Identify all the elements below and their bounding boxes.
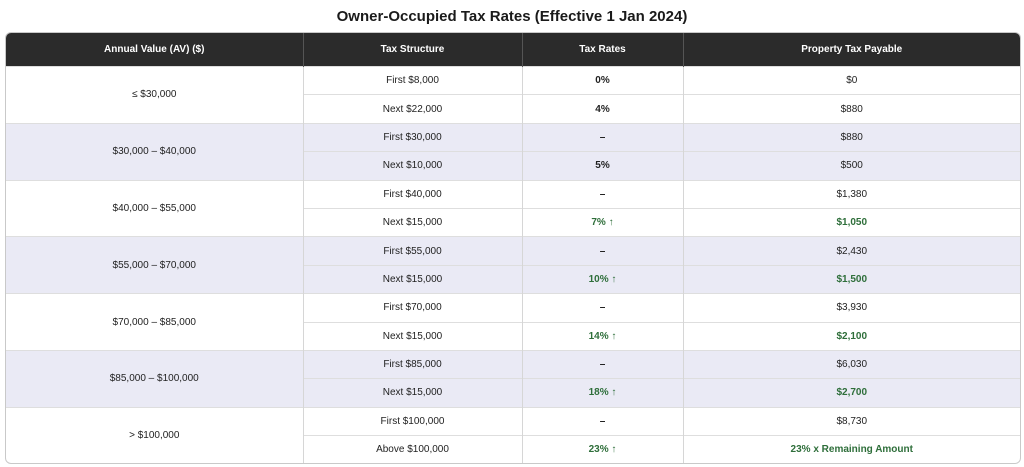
header-tax-rates: Tax Rates (521, 33, 683, 67)
table-row: Above $100,000 23% ↑ 23% x Remaining Amoun… (6, 435, 1020, 464)
tax-structure-cell: First $40,000 (302, 179, 522, 209)
tax-rate-cell: 14% ↑ (521, 321, 683, 351)
tax-structure-cell: First $55,000 (302, 236, 522, 266)
tax-structure-cell: First $8,000 (302, 65, 522, 95)
tax-rate-cell: 7% ↑ (521, 207, 683, 237)
annual-value-cell: $70,000 – $85,000 (6, 293, 303, 351)
table-row: Next $15,000 10% ↑ $1,500 (6, 264, 1020, 294)
tax-structure-cell: Above $100,000 (302, 435, 522, 464)
annual-value-cell: $55,000 – $70,000 (6, 236, 303, 294)
table-row: $70,000 – $85,000 First $70,000– $3,930 (6, 293, 1020, 351)
tax-rate-cell: 10% ↑ (521, 264, 683, 294)
tax-structure-cell: Next $15,000 (302, 264, 522, 294)
property-tax-payable-cell: $0 (682, 65, 1020, 95)
annual-value-cell: $40,000 – $55,000 (6, 179, 303, 237)
property-tax-payable-cell: $2,100 (682, 321, 1020, 351)
tax-rates-table-container: Annual Value (AV) ($) Tax Structure Tax … (5, 32, 1021, 465)
annual-value-cell: ≤ $30,000 (6, 66, 303, 124)
property-tax-payable-cell: $2,430 (682, 236, 1020, 266)
table-row: $55,000 – $70,000 First $55,000– $2,430 (6, 236, 1020, 294)
header-annual-value: Annual Value (AV) ($) (6, 33, 303, 67)
tax-rate-cell: 23% ↑ (521, 435, 683, 464)
table-row: Next $15,000 7% ↑ $1,050 (6, 207, 1020, 237)
tax-rate-cell: – (521, 406, 683, 436)
table-row: Next $15,000 14% ↑ $2,100 (6, 321, 1020, 351)
tax-rate-cell: – (521, 179, 683, 209)
tax-structure-cell: Next $15,000 (302, 321, 522, 351)
tax-structure-cell: Next $10,000 (302, 151, 522, 181)
tax-structure-cell: First $100,000 (302, 406, 522, 436)
tax-rates-table: Annual Value (AV) ($) Tax Structure Tax … (6, 33, 1020, 464)
property-tax-payable-cell: $1,500 (682, 264, 1020, 294)
header-property-tax-payable: Property Tax Payable (682, 33, 1020, 67)
property-tax-payable-cell: $880 (682, 94, 1020, 124)
table-row: Next $22,000 4% $880 (6, 94, 1020, 124)
table-row: > $100,000 First $100,000– $8,730 (6, 406, 1020, 464)
table-row: ≤ $30,000 First $8,000 0% $0 (6, 65, 1020, 124)
property-tax-payable-cell: $500 (682, 151, 1020, 181)
tax-rate-cell: – (521, 122, 683, 152)
tax-structure-cell: Next $15,000 (302, 207, 522, 237)
table-row: Next $15,000 18% ↑ $2,700 (6, 378, 1020, 408)
property-tax-payable-cell: $1,050 (682, 207, 1020, 237)
tax-structure-cell: First $85,000 (302, 349, 522, 379)
tax-structure-cell: First $30,000 (302, 122, 522, 152)
page-title: Owner-Occupied Tax Rates (Effective 1 Ja… (336, 8, 688, 25)
property-tax-payable-cell: $3,930 (682, 293, 1020, 323)
table-header-row: Annual Value (AV) ($) Tax Structure Tax … (6, 33, 1020, 67)
property-tax-payable-cell: $1,380 (682, 179, 1020, 209)
property-tax-payable-cell: 23% x Remaining Amount (682, 435, 1020, 464)
tax-structure-cell: Next $15,000 (302, 378, 522, 408)
tax-rate-cell: – (521, 293, 683, 323)
table-row: $40,000 – $55,000 First $40,000– $1,380 (6, 179, 1020, 237)
tax-rate-cell: 5% (521, 151, 683, 181)
tax-structure-cell: Next $22,000 (302, 94, 522, 124)
tax-structure-cell: First $70,000 (302, 293, 522, 323)
tax-rate-cell: – (521, 236, 683, 266)
table-row: $30,000 – $40,000 First $30,000– $880 (6, 122, 1020, 181)
tax-rate-cell: 4% (521, 94, 683, 124)
tax-rate-cell: – (521, 349, 683, 379)
property-tax-payable-cell: $6,030 (682, 349, 1020, 379)
annual-value-cell: $30,000 – $40,000 (6, 122, 303, 181)
tax-rate-cell: 0% (521, 65, 683, 95)
table-row: Next $10,000 5% $500 (6, 151, 1020, 181)
annual-value-cell: > $100,000 (6, 406, 303, 464)
property-tax-payable-cell: $880 (682, 122, 1020, 152)
annual-value-cell: $85,000 – $100,000 (6, 349, 303, 408)
property-tax-payable-cell: $2,700 (682, 378, 1020, 408)
header-tax-structure: Tax Structure (302, 33, 522, 67)
tax-rate-cell: 18% ↑ (521, 378, 683, 408)
table-row: $85,000 – $100,000 First $85,000– $6,030 (6, 349, 1020, 408)
table-body: ≤ $30,000 First $8,000 0% $0 Next $22,000 4% $… (6, 65, 1020, 464)
property-tax-payable-cell: $8,730 (682, 406, 1020, 436)
